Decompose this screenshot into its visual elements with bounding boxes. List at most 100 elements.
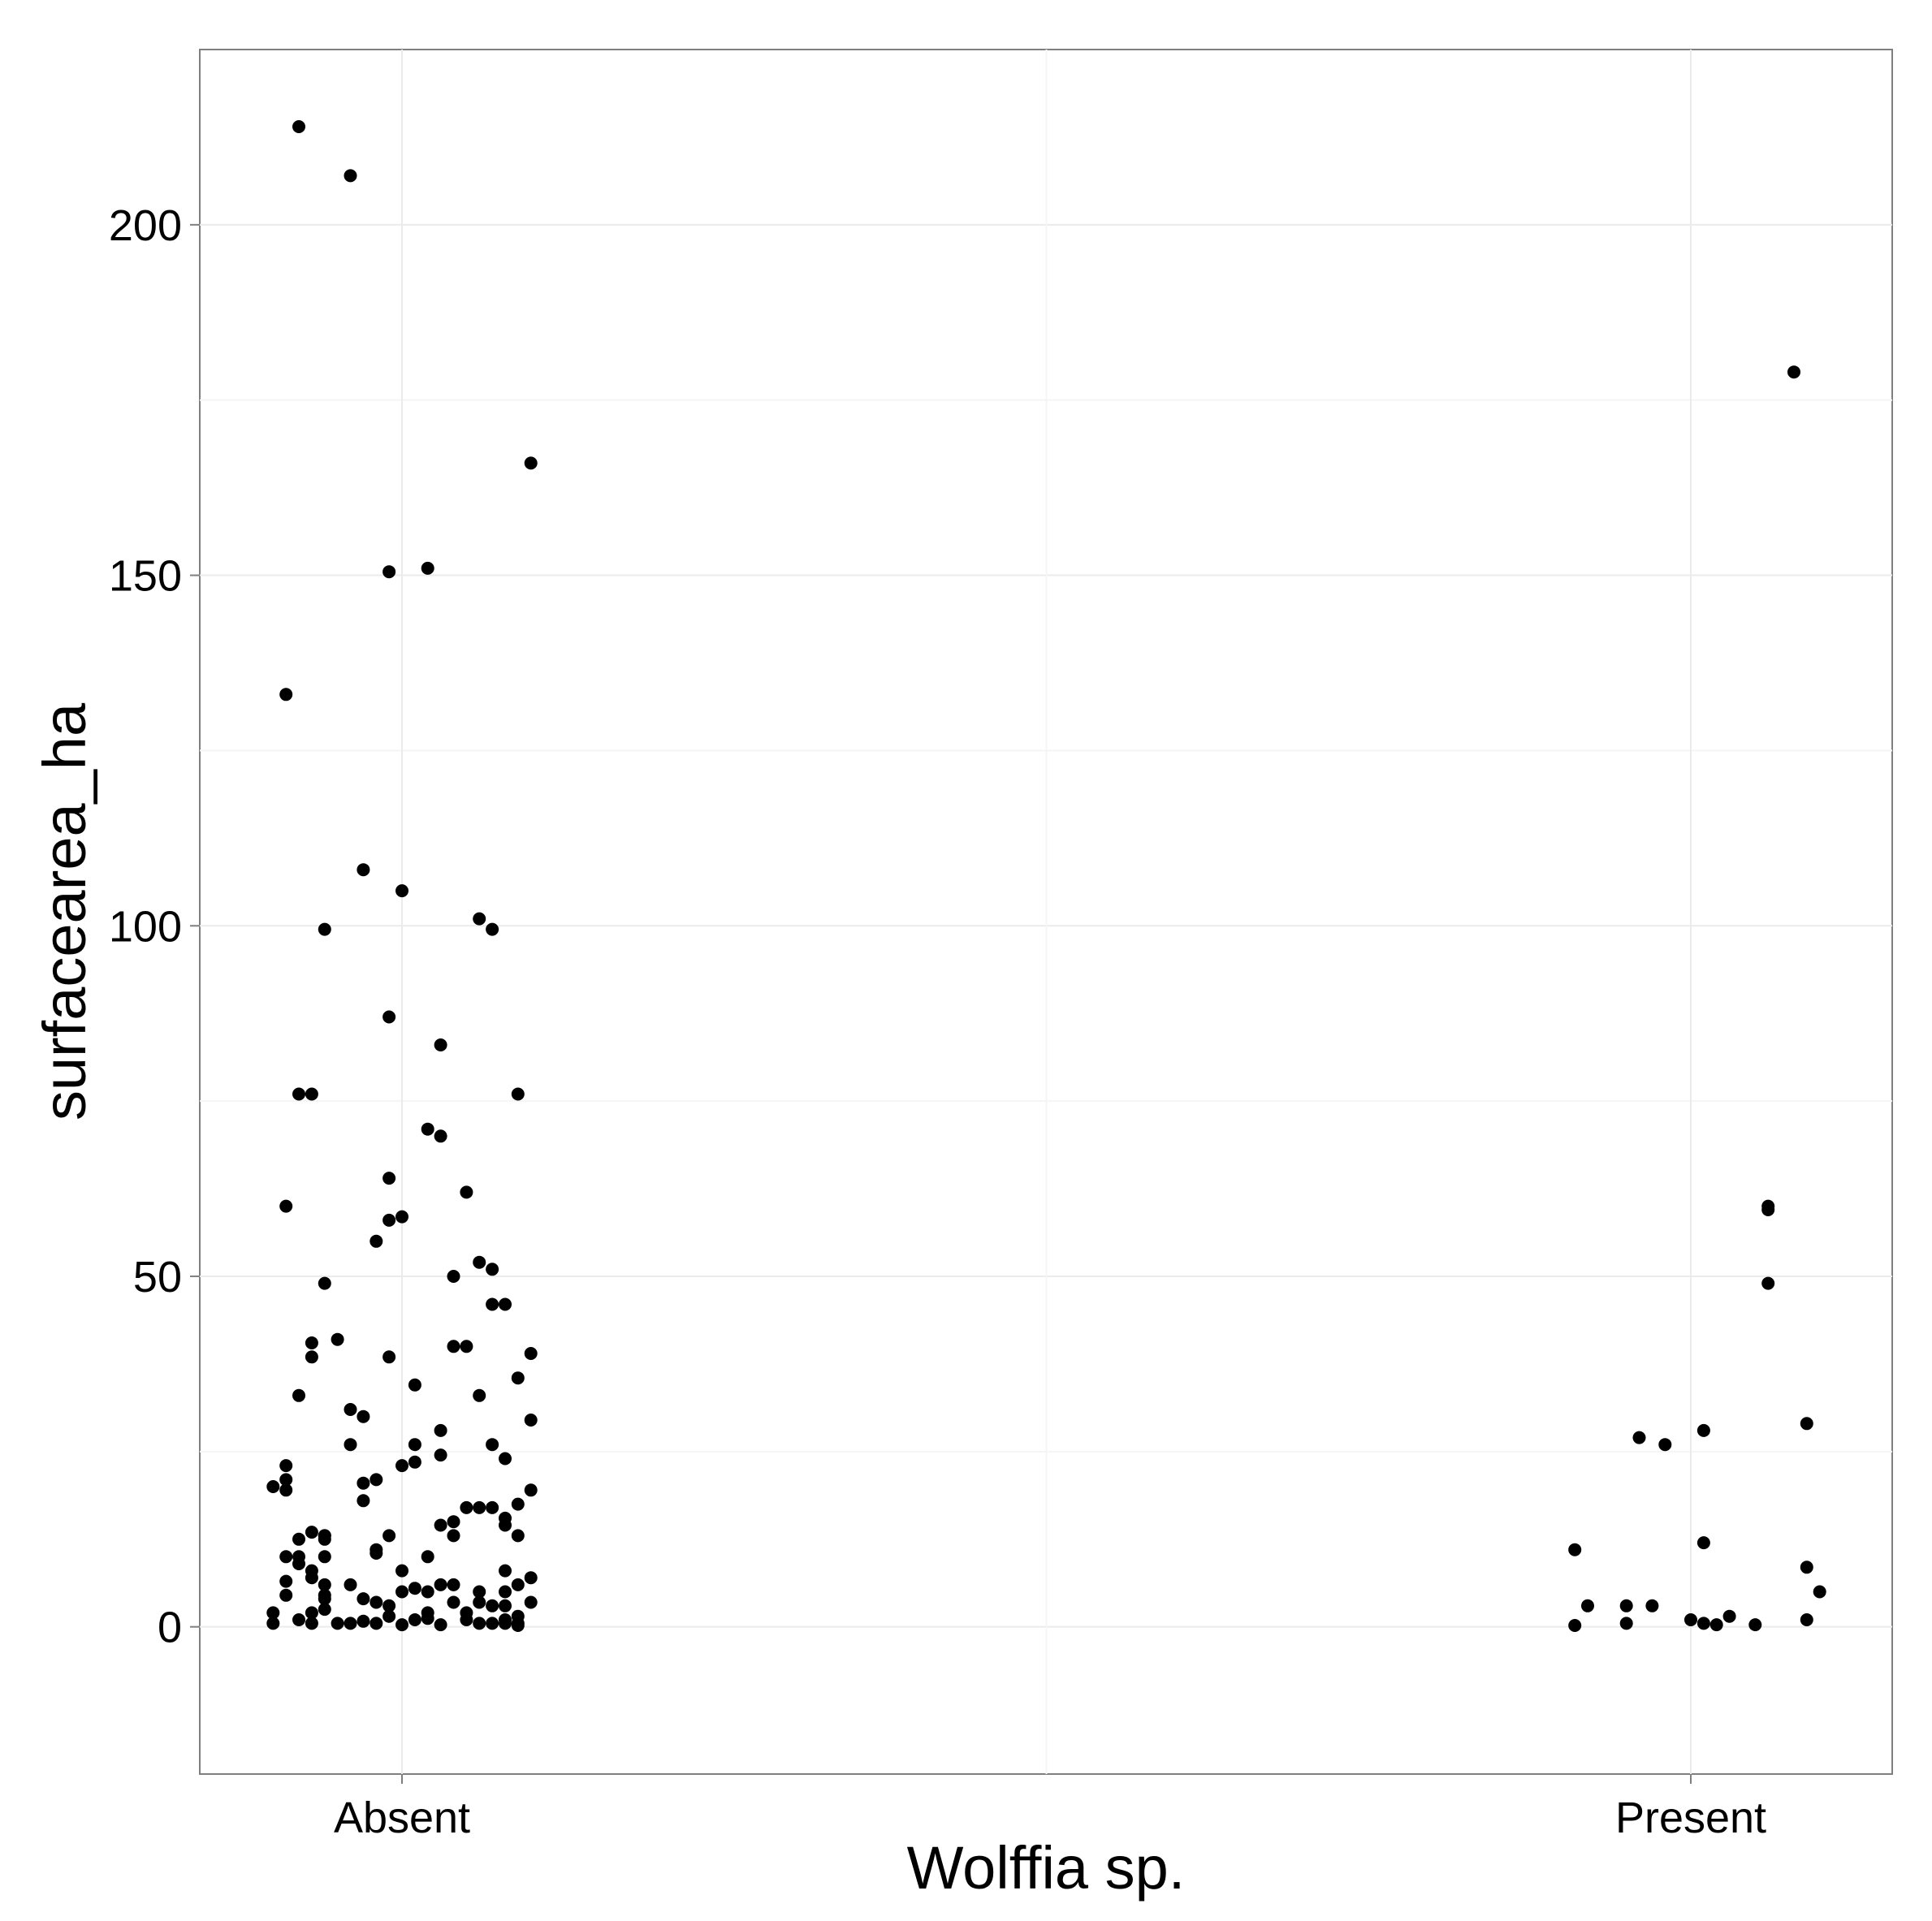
data-point	[395, 1459, 408, 1473]
data-point	[305, 1617, 318, 1630]
data-point	[344, 1578, 357, 1591]
data-point	[473, 1617, 486, 1630]
data-point	[499, 1297, 512, 1311]
data-point	[511, 1529, 525, 1543]
y-axis-ticks: 0 50 100 150 200	[109, 201, 200, 1652]
data-point	[357, 1592, 370, 1606]
data-point	[383, 1172, 396, 1185]
data-point	[357, 1614, 370, 1628]
data-point	[1761, 1276, 1775, 1290]
data-point	[279, 1550, 293, 1564]
data-point	[486, 1617, 499, 1630]
y-tick-label: 50	[133, 1253, 182, 1302]
data-point	[1696, 1536, 1710, 1550]
data-point	[1581, 1599, 1594, 1612]
data-point	[447, 1578, 460, 1591]
y-tick-label: 0	[158, 1604, 182, 1652]
y-tick-label: 200	[109, 201, 182, 250]
y-tick-label: 100	[109, 902, 182, 951]
data-point	[434, 1038, 447, 1051]
data-point	[473, 1585, 486, 1599]
data-point	[511, 1619, 525, 1632]
data-point	[486, 1500, 499, 1514]
data-point	[383, 1350, 396, 1364]
data-point	[421, 561, 434, 575]
data-point	[279, 1459, 293, 1473]
data-point	[486, 1263, 499, 1276]
data-point	[1568, 1619, 1582, 1632]
data-point	[434, 1578, 447, 1591]
data-point	[434, 1518, 447, 1532]
data-point	[357, 1476, 370, 1490]
data-point	[447, 1515, 460, 1529]
data-point	[499, 1518, 512, 1532]
data-point	[1684, 1613, 1697, 1626]
data-point	[279, 1588, 293, 1602]
data-point	[421, 1550, 434, 1564]
data-point	[305, 1606, 318, 1620]
data-point	[357, 1494, 370, 1508]
data-point	[292, 120, 305, 133]
data-point	[499, 1452, 512, 1466]
data-point	[266, 1617, 280, 1630]
data-point	[318, 1532, 331, 1546]
data-point	[305, 1526, 318, 1539]
data-point	[447, 1270, 460, 1283]
data-point	[511, 1087, 525, 1101]
data-point	[318, 1592, 331, 1606]
data-point	[279, 1574, 293, 1588]
data-point	[1696, 1617, 1710, 1630]
data-point	[524, 456, 538, 470]
data-point	[447, 1340, 460, 1353]
data-point	[1748, 1618, 1762, 1632]
data-point	[318, 1578, 331, 1591]
data-point	[279, 1473, 293, 1487]
data-point	[395, 1618, 408, 1632]
data-point	[486, 922, 499, 936]
data-point	[473, 1595, 486, 1609]
data-point	[473, 912, 486, 926]
data-point	[292, 1557, 305, 1570]
data-point	[499, 1599, 512, 1612]
data-point	[524, 1483, 538, 1497]
data-point	[279, 1483, 293, 1497]
data-point	[344, 1403, 357, 1416]
data-point	[331, 1332, 344, 1346]
data-point	[1568, 1543, 1582, 1556]
data-point	[511, 1578, 525, 1591]
data-point	[421, 1585, 434, 1599]
data-point	[266, 1606, 280, 1620]
data-point	[421, 1122, 434, 1136]
data-point	[357, 1409, 370, 1423]
data-point	[473, 1388, 486, 1402]
data-point	[1800, 1613, 1813, 1626]
data-point	[292, 1087, 305, 1101]
data-point	[434, 1448, 447, 1462]
data-point	[408, 1455, 421, 1469]
data-point	[1787, 365, 1800, 379]
data-point	[447, 1595, 460, 1609]
grid-lines	[200, 50, 1892, 1774]
data-point	[1658, 1438, 1672, 1452]
data-point	[473, 1500, 486, 1514]
data-point	[408, 1438, 421, 1452]
data-point	[305, 1350, 318, 1364]
y-tick-label: 150	[109, 552, 182, 601]
data-point	[473, 1255, 486, 1269]
x-axis-title: Wolffia sp.	[907, 1834, 1186, 1902]
data-point	[524, 1571, 538, 1585]
data-point	[331, 1617, 344, 1630]
data-point	[370, 1617, 383, 1630]
data-point	[460, 1340, 473, 1353]
x-tick-label: Absent	[334, 1794, 470, 1842]
data-point	[383, 1010, 396, 1024]
data-points	[266, 120, 1826, 1632]
x-axis-ticks: Absent Present	[334, 1774, 1766, 1842]
data-point	[395, 884, 408, 898]
data-point	[460, 1613, 473, 1626]
data-point	[305, 1336, 318, 1349]
data-point	[344, 1617, 357, 1630]
data-point	[292, 1388, 305, 1402]
data-point	[1619, 1617, 1633, 1630]
data-point	[370, 1547, 383, 1560]
